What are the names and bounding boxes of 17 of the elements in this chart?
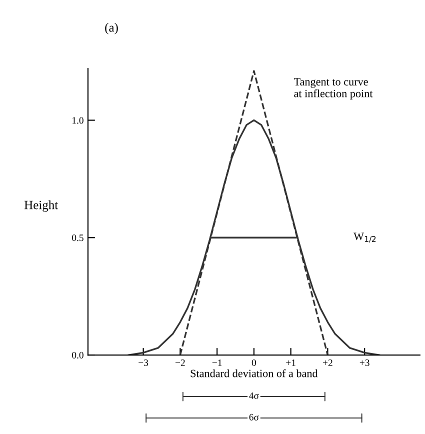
y-tick-label: 0.5	[72, 234, 84, 242]
x-tick-label: +1	[286, 360, 296, 366]
x-tick-label: −2	[175, 359, 185, 366]
text: 4σ	[249, 392, 259, 399]
annotation: Tangent to curve at inflection point	[294, 78, 373, 100]
annotation: W$_{1/2}$	[354, 232, 376, 243]
y-axis-title: Height	[24, 200, 58, 212]
x-tick-label: +3	[360, 359, 370, 366]
x-tick-label: 0	[252, 359, 256, 366]
y-tick-label: 1.0	[72, 117, 84, 124]
x-tick-label: −3	[138, 359, 148, 366]
text: 6σ	[249, 414, 259, 420]
x-tick-label: +2	[323, 359, 332, 366]
chart-title: (a)	[105, 22, 118, 34]
x-axis-title: Standard deviation of a band	[190, 369, 318, 378]
x-tick-label: −1	[212, 360, 222, 366]
y-tick-label: 0.0	[72, 352, 84, 359]
